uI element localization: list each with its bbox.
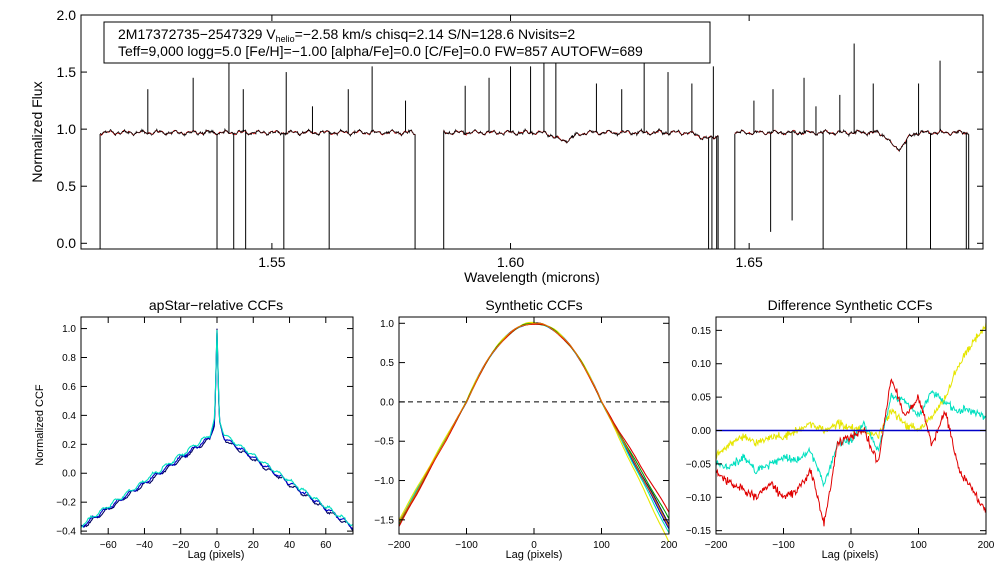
ccf3-ytick-label: −0.15	[686, 526, 712, 537]
info-line-1: 2M17372735−2547329 Vhelio=−2.58 km/s chi…	[118, 26, 575, 44]
info-box	[103, 21, 711, 64]
ccf2-xtick-label: 200	[661, 540, 678, 551]
ccf3-series-cyan	[715, 389, 987, 488]
ccf1-ytick-label: 0.0	[62, 469, 76, 480]
ccf2-series-blue	[398, 322, 670, 530]
observed-spectrum-line	[734, 128, 969, 153]
ccf3-axes-frame	[715, 316, 987, 535]
ccf2-series-red	[398, 323, 670, 527]
spectrum-xlabel: Wavelength (microns)	[464, 269, 600, 285]
ccf2-series-green	[398, 323, 670, 526]
ccf2-xtick-label: −200	[388, 540, 411, 551]
ccf1-ylabel: Normalized CCF	[34, 384, 46, 466]
ccf1-ytick-label: −0.4	[56, 527, 76, 538]
ccf3-xtick-label: 100	[910, 540, 927, 551]
ccf1-panel: apStar−relative CCFs −60 −40 −20 0 20 40 60 −0.…	[34, 297, 354, 561]
model-spectrum-line	[443, 129, 719, 144]
ccf2-ticks: −200 −100 0 100 200 −1.5 −1.0 −0.5 0.0 0.5 1.0	[374, 317, 678, 551]
spectrum-xtick-label: 1.65	[736, 254, 763, 270]
ccf3-series-red	[715, 378, 987, 527]
ccf3-ytick-label: 0.10	[692, 359, 712, 370]
info-line-2: Teff=9,000 logg=5.0 [Fe/H]=−1.00 [alpha/…	[118, 43, 643, 59]
spectrum-ytick-label: 2.0	[57, 7, 77, 23]
ccf2-series-yellow	[398, 321, 670, 543]
spectrum-ytick-label: 0.0	[57, 235, 77, 251]
ccf2-xtick-label: 0	[531, 540, 537, 551]
ccf1-series-navy	[80, 328, 354, 532]
spectrum-ytick-label: 1.0	[57, 121, 77, 137]
spectrum-ytick-label: 0.5	[57, 178, 77, 194]
ccf3-ytick-label: −0.10	[686, 493, 712, 504]
observed-spectrum-line	[443, 127, 719, 144]
spectrum-xtick-label: 1.60	[497, 254, 524, 270]
ccf1-ytick-label: 0.2	[62, 440, 76, 451]
spectrum-axes-frame	[80, 14, 984, 250]
ccf2-series-orange	[398, 322, 670, 528]
spectrum-xtick-label: 1.55	[258, 254, 285, 270]
ccf3-series-yellow	[715, 322, 987, 460]
ccf2-series-cyan	[398, 321, 670, 534]
ccf1-ytick-label: 1.0	[62, 324, 76, 335]
ccf1-xtick-label: 20	[248, 540, 260, 551]
ccf2-ytick-label: −1.0	[374, 476, 394, 487]
ccf3-plot-area	[715, 322, 987, 527]
ccf3-xtick-label: −200	[705, 540, 728, 551]
ccf2-series-navy	[398, 322, 670, 525]
ccf1-series-cyan	[80, 329, 354, 528]
ccf3-xtick-label: −100	[772, 540, 795, 551]
ccf2-xlabel: Lag (pixels)	[506, 549, 563, 561]
ccf3-ytick-label: 0.15	[692, 326, 712, 337]
ccf2-ytick-label: 0.5	[380, 358, 394, 369]
ccf1-xtick-label: −40	[136, 540, 153, 551]
observed-spectrum-line	[100, 127, 416, 138]
ccf2-panel: Synthetic CCFs −200 −100 0 100 200 −1.5 −1.0 −0…	[374, 297, 678, 561]
spectrum-ytick-label: 1.5	[57, 64, 77, 80]
ccf3-xtick-label: 0	[848, 540, 854, 551]
ccf2-ytick-label: −0.5	[374, 437, 394, 448]
spectrum-ylabel: Normalized Flux	[29, 81, 45, 182]
ccf2-title: Synthetic CCFs	[485, 297, 582, 313]
ccf1-plot-area	[80, 328, 354, 532]
ccf1-ytick-label: 0.4	[62, 411, 76, 422]
ccf3-ytick-label: 0.05	[692, 393, 712, 404]
ccf3-title: Difference Synthetic CCFs	[768, 297, 933, 313]
ccf2-ytick-label: 0.0	[380, 397, 394, 408]
ccf3-ticks: −200 −100 0 100 200 −0.15 −0.10 −0.05 0.00 0.05 0.…	[686, 317, 995, 551]
ccf1-xtick-label: 0	[214, 540, 220, 551]
ccf2-xtick-label: 100	[593, 540, 610, 551]
ccf1-xtick-label: −20	[172, 540, 189, 551]
ccf3-xtick-label: 200	[978, 540, 995, 551]
ccf2-plot-area	[398, 321, 670, 543]
spectrum-panel: 1.55 1.60 1.65 0.0 0.5 1.0 1.5 2.0 2M17372735−2…	[29, 7, 984, 285]
ccf2-ytick-label: 1.0	[380, 319, 394, 330]
ccf3-panel: Difference Synthetic CCFs −200 −100 0 100 20…	[686, 297, 995, 561]
ccf1-ticks: −60 −40 −20 0 20 40 60 −0.4 −0.2 0.0 0.2 0.4 0.6 0.8 1…	[56, 317, 353, 551]
spectrum-ticks: 1.55 1.60 1.65 0.0 0.5 1.0 1.5 2.0	[57, 7, 983, 270]
ccf1-xtick-label: −60	[100, 540, 117, 551]
ccf3-xlabel: Lag (pixels)	[822, 549, 879, 561]
ccf1-xtick-label: 60	[320, 540, 332, 551]
spectrum-plot-area	[99, 43, 970, 249]
ccf1-title: apStar−relative CCFs	[149, 297, 283, 313]
ccf3-ytick-label: −0.05	[686, 459, 712, 470]
ccf2-xtick-label: −100	[455, 540, 478, 551]
ccf1-xtick-label: 40	[284, 540, 296, 551]
ccf1-xlabel: Lag (pixels)	[188, 549, 245, 561]
ccf2-ytick-label: −1.5	[374, 515, 394, 526]
ccf2-axes-frame	[398, 316, 670, 535]
ccf1-ytick-label: 0.8	[62, 353, 76, 364]
ccf3-ytick-label: 0.00	[692, 426, 712, 437]
ccf1-ytick-label: 0.6	[62, 382, 76, 393]
ccf1-ytick-label: −0.2	[56, 498, 76, 509]
